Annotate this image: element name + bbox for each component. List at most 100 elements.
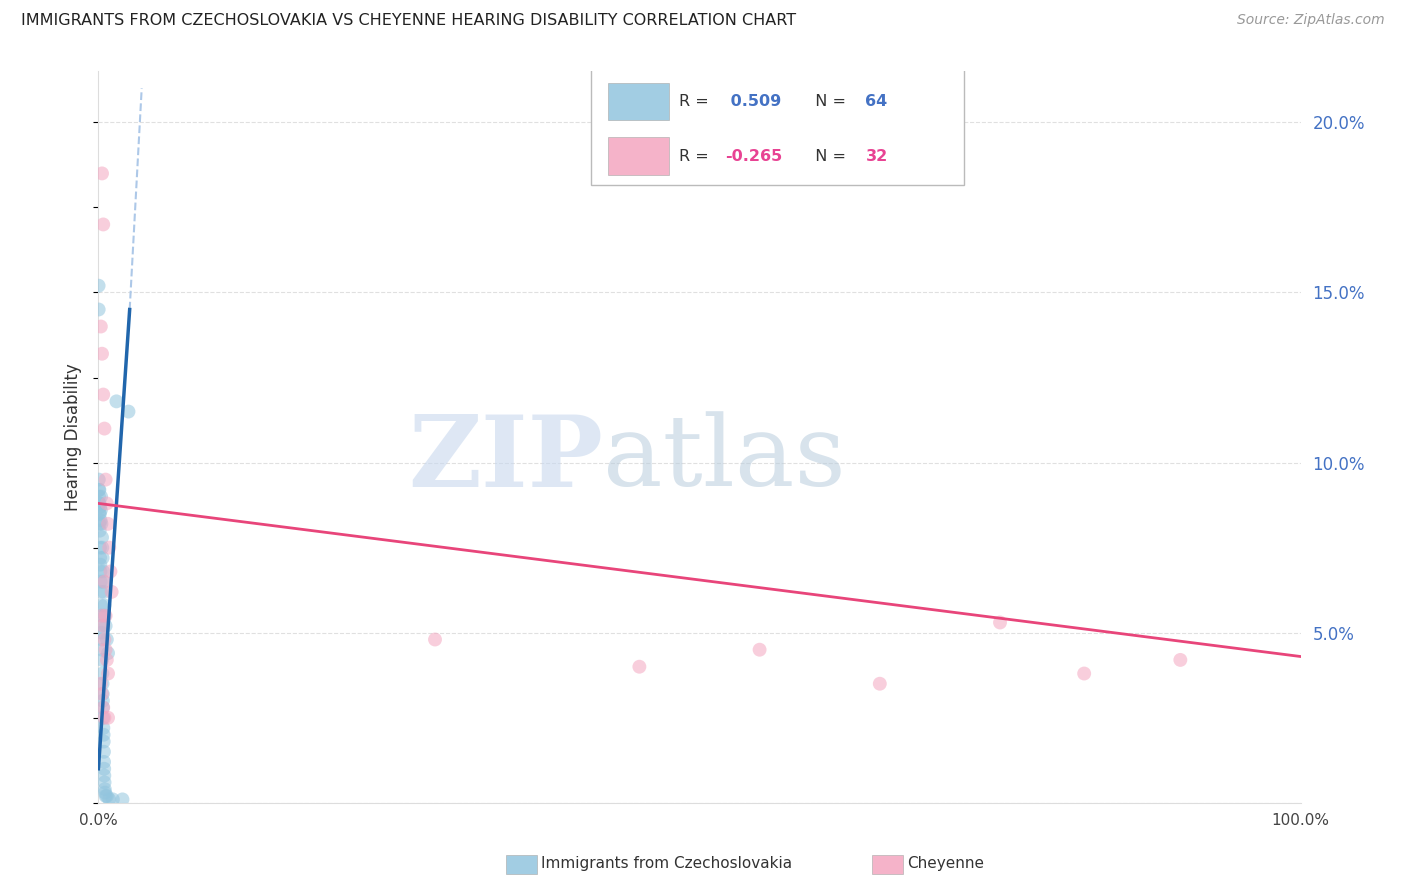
Point: [93, 762, 115, 776]
Point: [97, 646, 120, 660]
Point: [98, 792, 121, 806]
Text: N =: N =: [806, 149, 852, 163]
Point: [93, 721, 115, 735]
Text: N =: N =: [806, 95, 852, 109]
FancyBboxPatch shape: [609, 137, 669, 175]
Point: [89, 500, 111, 514]
Point: [87, 490, 110, 504]
Text: 64: 64: [865, 95, 887, 109]
Point: [91, 666, 114, 681]
Point: [87, 278, 110, 293]
Point: [91, 619, 114, 633]
Point: [91, 166, 114, 180]
Point: [89, 541, 111, 555]
Point: [94, 608, 117, 623]
Point: [423, 632, 446, 647]
Point: [91, 531, 114, 545]
Point: [111, 792, 134, 806]
Point: [89, 516, 111, 531]
Point: [94, 786, 117, 800]
Point: [91, 700, 114, 714]
Text: atlas: atlas: [603, 411, 846, 507]
Point: [96, 653, 118, 667]
Point: [748, 642, 770, 657]
Point: [94, 619, 117, 633]
Point: [89, 507, 111, 521]
Text: -0.265: -0.265: [724, 149, 782, 163]
Text: 0.509: 0.509: [724, 95, 780, 109]
Point: [117, 404, 139, 418]
Point: [93, 608, 115, 623]
Point: [91, 541, 114, 555]
Point: [988, 615, 1011, 630]
Point: [90, 625, 112, 640]
Point: [90, 599, 112, 613]
Point: [93, 599, 115, 613]
Point: [91, 653, 114, 667]
Point: [96, 496, 118, 510]
Point: [91, 677, 114, 691]
FancyBboxPatch shape: [609, 83, 669, 120]
Point: [87, 302, 110, 317]
Point: [93, 768, 115, 782]
Point: [90, 503, 112, 517]
Point: [91, 347, 114, 361]
Point: [91, 608, 114, 623]
Text: IMMIGRANTS FROM CZECHOSLOVAKIA VS CHEYENNE HEARING DISABILITY CORRELATION CHART: IMMIGRANTS FROM CZECHOSLOVAKIA VS CHEYEN…: [21, 13, 796, 29]
Point: [93, 775, 115, 789]
Point: [90, 608, 112, 623]
Point: [87, 473, 110, 487]
Point: [93, 728, 115, 742]
Point: [89, 496, 111, 510]
Point: [87, 483, 110, 497]
Point: [90, 632, 112, 647]
Point: [97, 516, 120, 531]
Text: R =: R =: [679, 95, 714, 109]
Point: [91, 687, 114, 701]
Point: [94, 789, 117, 803]
Y-axis label: Hearing Disability: Hearing Disability: [65, 363, 83, 511]
FancyBboxPatch shape: [592, 64, 965, 185]
Point: [1170, 653, 1192, 667]
Point: [90, 619, 112, 633]
Point: [91, 711, 114, 725]
Point: [97, 711, 120, 725]
Point: [97, 666, 120, 681]
Point: [90, 490, 112, 504]
Point: [98, 541, 121, 555]
Text: Source: ZipAtlas.com: Source: ZipAtlas.com: [1237, 13, 1385, 28]
Point: [93, 711, 115, 725]
Point: [94, 642, 117, 657]
Point: [91, 218, 114, 232]
Point: [91, 694, 114, 708]
Point: [90, 642, 112, 657]
Point: [96, 632, 118, 647]
Point: [89, 496, 111, 510]
Point: [90, 574, 112, 589]
Point: [90, 585, 112, 599]
Point: [89, 524, 111, 538]
Point: [93, 585, 115, 599]
Point: [93, 421, 115, 435]
Point: [105, 394, 128, 409]
Point: [91, 550, 114, 565]
Point: [869, 677, 891, 691]
Point: [90, 513, 112, 527]
Point: [100, 565, 122, 579]
Point: [101, 792, 124, 806]
Point: [100, 585, 122, 599]
Point: [94, 473, 117, 487]
Point: [628, 659, 651, 673]
Point: [89, 565, 111, 579]
Point: [93, 734, 115, 748]
Point: [89, 483, 111, 497]
Point: [93, 755, 115, 769]
Point: [91, 387, 114, 401]
Point: [90, 677, 112, 691]
Point: [1073, 666, 1095, 681]
Point: [91, 687, 114, 701]
Text: Immigrants from Czechoslovakia: Immigrants from Czechoslovakia: [541, 856, 793, 871]
Text: 32: 32: [865, 149, 887, 163]
Point: [93, 574, 115, 589]
Point: [93, 745, 115, 759]
